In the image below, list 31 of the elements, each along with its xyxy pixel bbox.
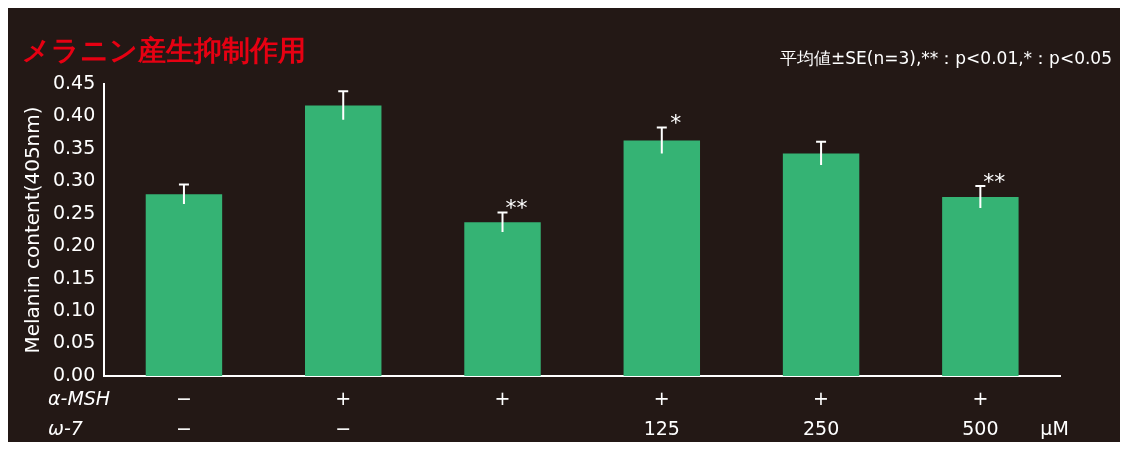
text: ω-7 bbox=[48, 416, 83, 439]
y-tick-label: 0.45 bbox=[52, 70, 96, 93]
chart-subtitle: 平均値±SE(n=3),**：p<0.01,*：p<0.05 bbox=[780, 48, 1112, 68]
y-tick-label: 0.20 bbox=[52, 233, 96, 256]
y-tick-label: 0.00 bbox=[52, 362, 96, 385]
x-tick-label: + 250 bbox=[802, 386, 840, 439]
x-tick-label: − − bbox=[175, 386, 192, 439]
x-tick-label: + bbox=[494, 386, 511, 409]
text: μM bbox=[1040, 416, 1069, 439]
bar bbox=[623, 140, 701, 376]
y-tick-label: 0.35 bbox=[52, 135, 96, 158]
y-tick-label: 0.15 bbox=[52, 265, 96, 288]
chart-title: メラニン産生抑制作用 bbox=[22, 34, 306, 67]
x-tick-label: + − bbox=[335, 386, 352, 439]
y-tick-label: 0.30 bbox=[52, 168, 96, 191]
bar bbox=[782, 153, 860, 376]
bar bbox=[464, 222, 541, 376]
bar bbox=[942, 196, 1019, 376]
bar bbox=[305, 105, 382, 376]
text: α-MSH bbox=[48, 386, 111, 409]
x-tick-label: + 500 bbox=[962, 386, 999, 439]
data-label: * bbox=[670, 110, 682, 136]
y-axis-title: Melanin content(405nm) bbox=[20, 106, 45, 354]
x-tick-label: + 125 bbox=[643, 386, 680, 439]
y-tick-label: 0.25 bbox=[52, 200, 96, 223]
data-label: ** bbox=[505, 195, 528, 221]
y-tick-label: 0.05 bbox=[52, 330, 96, 353]
data-label: ** bbox=[983, 168, 1006, 194]
y-tick-label: 0.10 bbox=[52, 298, 96, 321]
y-tick-label: 0.40 bbox=[52, 103, 96, 126]
bar bbox=[145, 194, 223, 376]
